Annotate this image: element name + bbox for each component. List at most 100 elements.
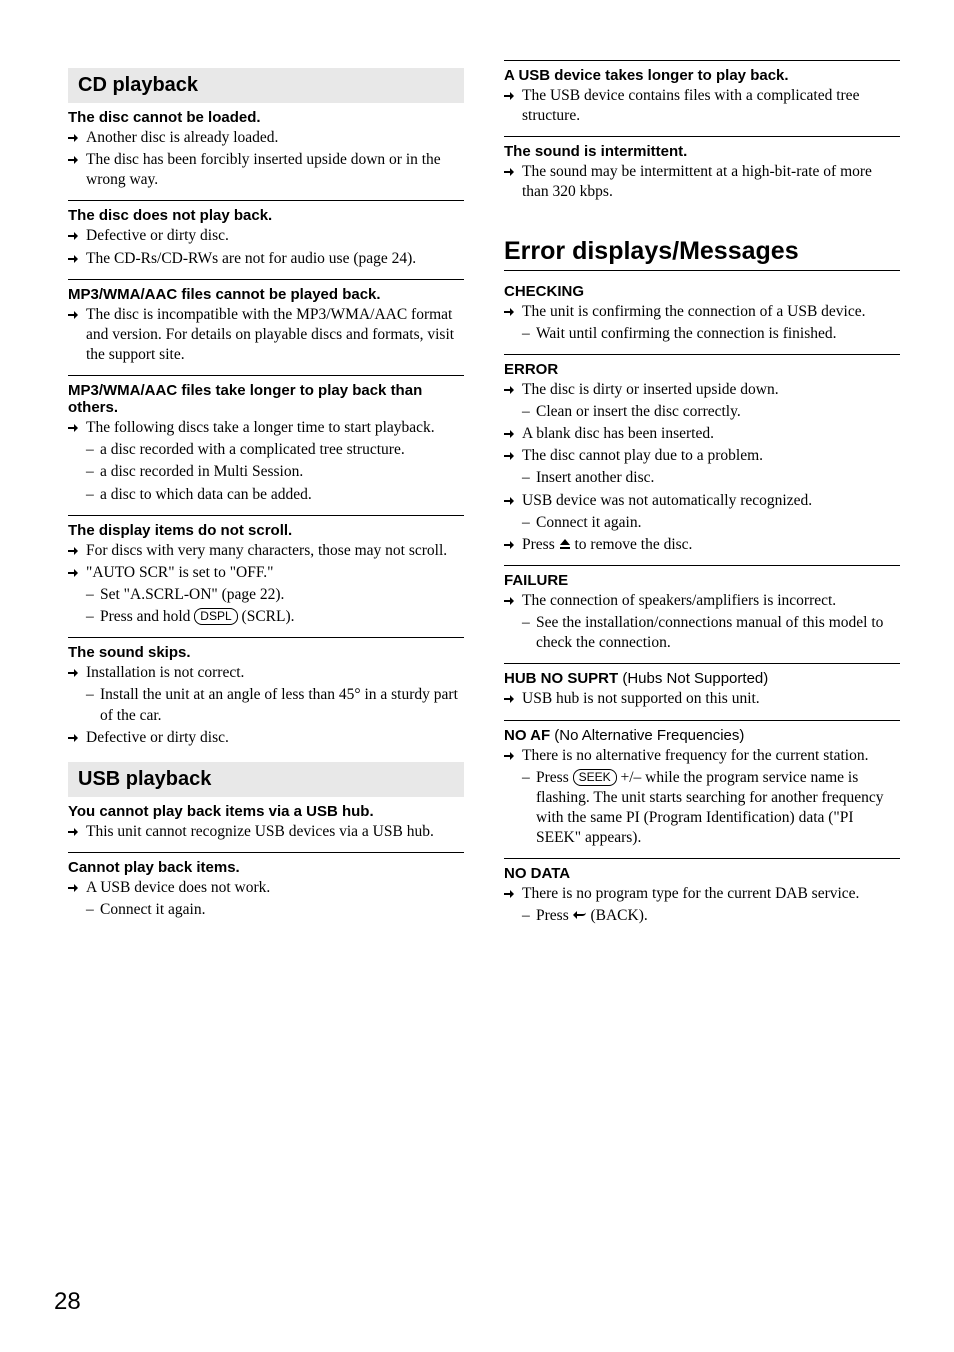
list-item: The connection of speakers/amplifiers is…: [504, 591, 900, 653]
issue-title: Cannot play back items.: [68, 859, 464, 876]
list-item: The USB device contains files with a com…: [504, 86, 900, 126]
divider: [68, 200, 464, 201]
divider: [504, 60, 900, 61]
list-item: Defective or dirty disc.: [68, 728, 464, 748]
issue-title: ERROR: [504, 361, 900, 378]
list-item-text: A USB device does not work.: [86, 879, 270, 896]
list-item: The disc has been forcibly inserted upsi…: [68, 150, 464, 190]
sub-list: Clean or insert the disc correctly.: [522, 402, 900, 422]
sub-list: Connect it again.: [522, 513, 900, 533]
issue-title: You cannot play back items via a USB hub…: [68, 803, 464, 820]
sub-list: Wait until confirming the connection is …: [522, 324, 900, 344]
divider: [68, 637, 464, 638]
divider: [504, 858, 900, 859]
sub-item: Set "A.SCRL-ON" (page 22).: [86, 585, 464, 605]
list-item: A blank disc has been inserted.: [504, 424, 900, 444]
sub-item: Install the unit at an angle of less tha…: [86, 685, 464, 725]
back-icon: [573, 909, 587, 921]
issue-list: Another disc is already loaded. The disc…: [68, 128, 464, 190]
sub-item: a disc recorded with a complicated tree …: [86, 440, 464, 460]
list-item: "AUTO SCR" is set to "OFF." Set "A.SCRL-…: [68, 563, 464, 627]
sub-item: Insert another disc.: [522, 468, 900, 488]
list-item-text: There is no alternative frequency for th…: [522, 747, 868, 764]
sub-item: Press and hold DSPL (SCRL).: [86, 607, 464, 627]
issue-list: This unit cannot recognize USB devices v…: [68, 822, 464, 842]
list-item-text-post: to remove the disc.: [571, 536, 693, 553]
issue-list: For discs with very many characters, tho…: [68, 541, 464, 628]
divider: [68, 515, 464, 516]
issue-title: FAILURE: [504, 572, 900, 589]
list-item-text: The connection of speakers/amplifiers is…: [522, 592, 836, 609]
seek-button-icon: SEEK: [573, 769, 617, 786]
issue-list: The disc is incompatible with the MP3/WM…: [68, 305, 464, 365]
list-item-text: "AUTO SCR" is set to "OFF.": [86, 564, 273, 581]
list-item: The unit is confirming the connection of…: [504, 302, 900, 344]
section-header-label: CD playback: [78, 74, 454, 97]
sub-list: Set "A.SCRL-ON" (page 22). Press and hol…: [86, 585, 464, 627]
sub-item: a disc recorded in Multi Session.: [86, 462, 464, 482]
issue-title: The disc does not play back.: [68, 207, 464, 224]
list-item: The disc is dirty or inserted upside dow…: [504, 380, 900, 422]
list-item-text-pre: Press: [522, 536, 559, 553]
issue-list: Installation is not correct. Install the…: [68, 663, 464, 748]
issue-list: The USB device contains files with a com…: [504, 86, 900, 126]
list-item: A USB device does not work. Connect it a…: [68, 878, 464, 920]
dspl-button-icon: DSPL: [194, 608, 237, 625]
sub-item-text-post: (BACK).: [587, 907, 648, 924]
issue-list: The following discs take a longer time t…: [68, 418, 464, 505]
list-item: There is no alternative frequency for th…: [504, 746, 900, 849]
sub-item: Connect it again.: [522, 513, 900, 533]
list-item: Defective or dirty disc.: [68, 226, 464, 246]
section-cd-playback: CD playback: [68, 68, 464, 103]
divider: [504, 565, 900, 566]
list-item: USB device was not automatically recogni…: [504, 491, 900, 533]
list-item: USB hub is not supported on this unit.: [504, 689, 900, 709]
sub-item: See the installation/connections manual …: [522, 613, 900, 653]
issue-list: The sound may be intermittent at a high-…: [504, 162, 900, 202]
list-item: The CD-Rs/CD-RWs are not for audio use (…: [68, 249, 464, 269]
issue-list: The disc is dirty or inserted upside dow…: [504, 380, 900, 555]
list-item: Press to remove the disc.: [504, 535, 900, 555]
section-header-label: USB playback: [78, 768, 454, 791]
sub-list: Press (BACK).: [522, 906, 900, 926]
issue-title-bold: HUB NO SUPRT: [504, 670, 618, 687]
sub-item: Wait until confirming the connection is …: [522, 324, 900, 344]
list-item: This unit cannot recognize USB devices v…: [68, 822, 464, 842]
issue-title: HUB NO SUPRT (Hubs Not Supported): [504, 670, 900, 687]
issue-title: The disc cannot be loaded.: [68, 109, 464, 126]
sub-list: Install the unit at an angle of less tha…: [86, 685, 464, 725]
divider: [504, 720, 900, 721]
issue-title: CHECKING: [504, 283, 900, 300]
issue-list: A USB device does not work. Connect it a…: [68, 878, 464, 920]
sub-item-text-pre: Press: [536, 769, 573, 786]
sub-list: Press SEEK +/– while the program service…: [522, 768, 900, 849]
content-columns: CD playback The disc cannot be loaded. A…: [68, 60, 900, 931]
divider: [504, 136, 900, 137]
divider: [68, 279, 464, 280]
list-item: Another disc is already loaded.: [68, 128, 464, 148]
issue-list: The connection of speakers/amplifiers is…: [504, 591, 900, 653]
sub-item: a disc to which data can be added.: [86, 485, 464, 505]
divider: [504, 354, 900, 355]
issue-list: Defective or dirty disc. The CD-Rs/CD-RW…: [68, 226, 464, 268]
sub-item-text-pre: Press and hold: [100, 608, 194, 625]
list-item-text: The unit is confirming the connection of…: [522, 303, 866, 320]
section-usb-playback: USB playback: [68, 762, 464, 797]
issue-list: There is no alternative frequency for th…: [504, 746, 900, 849]
list-item: Installation is not correct. Install the…: [68, 663, 464, 725]
list-item: The disc is incompatible with the MP3/WM…: [68, 305, 464, 365]
section-error-messages: Error displays/Messages: [504, 237, 900, 271]
list-item-text: The following discs take a longer time t…: [86, 419, 435, 436]
divider: [68, 852, 464, 853]
issue-title: NO DATA: [504, 865, 900, 882]
sub-item: Clean or insert the disc correctly.: [522, 402, 900, 422]
list-item-text: USB device was not automatically recogni…: [522, 492, 812, 509]
issue-title: MP3/WMA/AAC files cannot be played back.: [68, 286, 464, 303]
issue-list: USB hub is not supported on this unit.: [504, 689, 900, 709]
issue-title-note: (Hubs Not Supported): [618, 670, 768, 687]
divider: [68, 375, 464, 376]
sub-list: Connect it again.: [86, 900, 464, 920]
list-item-text: Installation is not correct.: [86, 664, 244, 681]
issue-title: The sound skips.: [68, 644, 464, 661]
list-item-text: The disc is dirty or inserted upside dow…: [522, 381, 779, 398]
